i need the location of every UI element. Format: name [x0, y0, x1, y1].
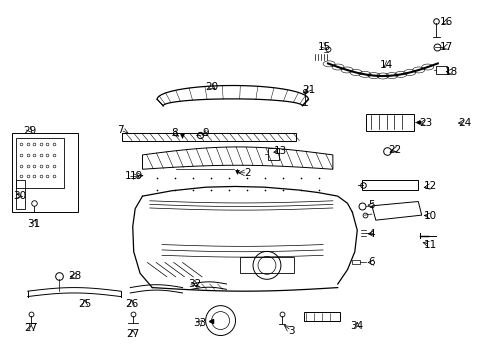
Text: 6: 6 [368, 257, 375, 267]
Text: 19: 19 [130, 171, 143, 181]
Text: 9: 9 [203, 129, 209, 138]
Text: 23: 23 [419, 118, 432, 128]
Bar [240, 257, 294, 273]
Text: 24: 24 [458, 118, 471, 128]
Text: 25: 25 [78, 299, 92, 309]
Text: 13: 13 [273, 145, 287, 156]
Text: 14: 14 [380, 59, 393, 69]
Text: 7: 7 [117, 125, 124, 135]
Text: 11: 11 [424, 239, 437, 249]
Text: 5: 5 [368, 200, 375, 210]
Text: 1: 1 [124, 171, 131, 181]
Bar [269, 148, 279, 160]
Text: 34: 34 [351, 321, 364, 331]
Bar [304, 312, 340, 321]
Text: 30: 30 [13, 191, 26, 201]
Text: 32: 32 [189, 279, 202, 289]
Text: 10: 10 [424, 211, 437, 221]
Text: 21: 21 [302, 85, 315, 95]
Bar [12, 133, 77, 212]
Bar [366, 114, 414, 131]
Bar [436, 66, 447, 74]
Text: 33: 33 [194, 318, 207, 328]
Bar [122, 134, 296, 140]
Text: 29: 29 [24, 126, 37, 135]
Text: 2: 2 [244, 168, 251, 178]
Text: 22: 22 [389, 144, 402, 154]
Bar [16, 138, 64, 188]
Bar [362, 180, 418, 190]
Text: 18: 18 [444, 67, 458, 77]
Text: 17: 17 [440, 42, 453, 52]
Text: 16: 16 [440, 17, 453, 27]
Text: 15: 15 [318, 42, 331, 51]
Text: 8: 8 [171, 129, 177, 138]
Text: 26: 26 [125, 299, 138, 309]
Text: 12: 12 [424, 181, 437, 192]
Bar [16, 180, 25, 209]
Text: 31: 31 [27, 219, 41, 229]
Text: 4: 4 [368, 229, 375, 239]
Text: 20: 20 [205, 82, 219, 92]
Text: 28: 28 [69, 271, 82, 281]
Bar [352, 260, 360, 264]
Text: 27: 27 [126, 329, 139, 339]
Text: 3: 3 [288, 325, 294, 336]
Text: 27: 27 [24, 323, 38, 333]
